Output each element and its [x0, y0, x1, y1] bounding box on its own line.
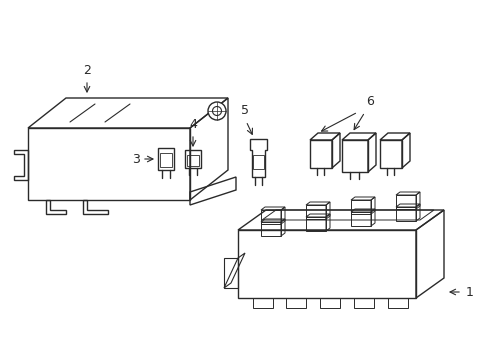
Circle shape	[207, 102, 225, 120]
Bar	[186, 155, 199, 166]
Text: 1: 1	[465, 285, 473, 298]
Bar	[160, 153, 172, 167]
Bar	[252, 155, 264, 169]
Text: 6: 6	[366, 95, 373, 108]
Text: 2: 2	[83, 64, 91, 77]
Text: 4: 4	[189, 118, 197, 131]
Text: 3: 3	[132, 153, 140, 166]
Text: 5: 5	[241, 104, 248, 117]
